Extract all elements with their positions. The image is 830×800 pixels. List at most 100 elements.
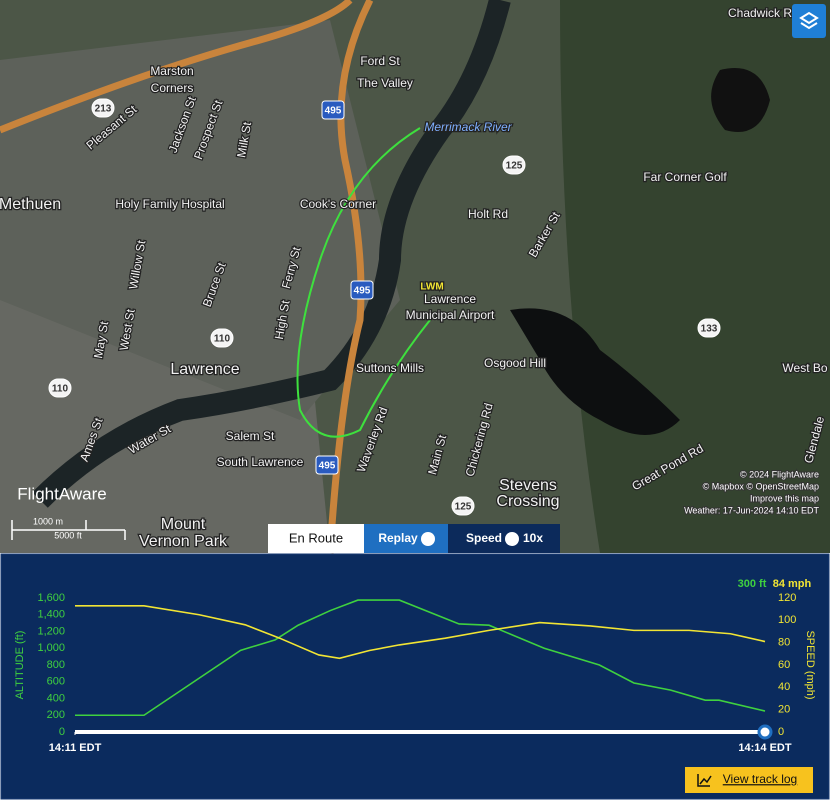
current-speed: 84 mph [773, 578, 812, 590]
river [32, 0, 511, 508]
place-label: West Bo [782, 361, 827, 375]
road-shield [502, 155, 526, 175]
road-shield-label: 110 [52, 384, 69, 395]
scale-label: 5000 ft [54, 530, 82, 540]
y2-tick-label: 20 [778, 704, 790, 716]
place-label: Cook's Corner [300, 197, 376, 211]
place-label: Ford St [360, 54, 400, 68]
road-shield [48, 378, 72, 398]
place-label: Stevens [499, 477, 557, 494]
place-label: Municipal Airport [406, 308, 495, 322]
en-route-label: En Route [289, 530, 343, 545]
y-tick-label: 1,000 [37, 642, 65, 654]
attribution: Weather: 17-Jun-2024 14:10 EDT [684, 505, 819, 515]
road-shield [451, 496, 475, 516]
chart-icon [697, 774, 712, 787]
urban-area [0, 20, 400, 420]
en-route-tab[interactable] [268, 524, 364, 553]
layers-icon [799, 11, 819, 30]
place-label: Far Corner Golf [643, 170, 727, 184]
road-shield [91, 98, 115, 118]
y-tick-label: 600 [47, 676, 65, 688]
replay-label: Replay [378, 531, 418, 545]
attribution: Improve this map [750, 493, 819, 503]
y2-tick-label: 80 [778, 637, 790, 649]
y2-axis-label: SPEED (mph) [804, 630, 816, 699]
road-shield [350, 280, 374, 300]
y-tick-label: 800 [47, 659, 65, 671]
place-label: Merrimack River [424, 120, 512, 134]
place-label: Chadwick R [728, 6, 792, 20]
road-shield-label: 133 [701, 324, 718, 335]
lake [510, 308, 680, 435]
series-line [75, 599, 766, 717]
place-label: Vernon Park [139, 533, 228, 550]
track-log-button[interactable] [685, 767, 813, 793]
y-tick-label: 200 [47, 709, 65, 721]
place-label: Marston [150, 64, 193, 78]
road-shield-label: 495 [325, 106, 342, 117]
road-shield-label: 495 [319, 461, 336, 472]
road-shield-label: 110 [214, 334, 231, 345]
series-line [75, 605, 766, 660]
y-tick-label: 400 [47, 692, 65, 704]
highway [0, 0, 353, 134]
road-shield [315, 455, 339, 475]
place-label: Osgood Hill [484, 356, 546, 370]
y-axis-label: ALTITUDE (ft) [14, 631, 26, 700]
place-label: Mount [161, 516, 206, 533]
place-label: Lawrence [170, 361, 239, 378]
speed-value: 10x [523, 531, 543, 545]
highway [326, 0, 374, 554]
y2-tick-label: 100 [778, 614, 796, 626]
y-tick-label: 1,200 [37, 625, 65, 637]
x-tick-label: 14:11 EDT [49, 742, 102, 754]
chart-panel: 300 ft 84 mph ALTITUDE (ft) SPEED (mph) … [0, 553, 830, 800]
attribution: © Mapbox © OpenStreetMap [703, 481, 819, 491]
place-label: Salem St [226, 429, 275, 443]
layers-button[interactable] [792, 4, 826, 38]
y2-tick-label: 0 [778, 726, 784, 738]
lake [711, 68, 770, 132]
y2-tick-label: 60 [778, 659, 790, 671]
track-log-label: View track log [723, 772, 797, 786]
logo: FlightAware [17, 484, 106, 503]
place-label: Crossing [496, 493, 559, 510]
place-label: Holy Family Hospital [115, 197, 224, 211]
x-tick-label: 14:14 EDT [738, 742, 791, 754]
place-label: South Lawrence [217, 455, 304, 469]
place-label: The Valley [357, 76, 413, 90]
road-shield-label: 213 [95, 104, 112, 115]
y-tick-label: 1,600 [37, 592, 65, 604]
current-altitude: 300 ft [738, 578, 767, 590]
road-shield [210, 328, 234, 348]
y2-tick-label: 120 [778, 592, 796, 604]
fast-forward-icon [505, 532, 519, 546]
road-shield-label: 125 [455, 502, 472, 513]
playhead [757, 724, 773, 740]
road-shield [697, 318, 721, 338]
place-label: LWM [420, 282, 443, 293]
attribution: © 2024 FlightAware [740, 469, 819, 479]
scale-bar [11, 520, 126, 540]
flight-track [296, 127, 431, 438]
chart-background [0, 553, 830, 800]
road-shield-label: 125 [506, 161, 523, 172]
map: Marston Corners Ford St The Valley Merrimack… [0, 0, 830, 554]
y-tick-label: 1,400 [37, 609, 65, 621]
y-tick-label: 0 [59, 726, 65, 738]
place-label: Methuen [0, 196, 61, 213]
play-icon [421, 532, 435, 546]
place-label: Lawrence [424, 292, 476, 306]
speed-label: Speed [466, 531, 502, 545]
road-shield-label: 495 [354, 286, 371, 297]
place-label: Corners [151, 81, 194, 95]
place-label: Suttons Mills [356, 361, 424, 375]
playback-controls: En Route Replay Speed 10x [268, 524, 560, 553]
speed-button[interactable] [448, 524, 560, 553]
road-shield [321, 100, 345, 120]
place-label: Holt Rd [468, 207, 508, 221]
y2-tick-label: 40 [778, 681, 790, 693]
scale-label: 1000 m [33, 516, 63, 526]
